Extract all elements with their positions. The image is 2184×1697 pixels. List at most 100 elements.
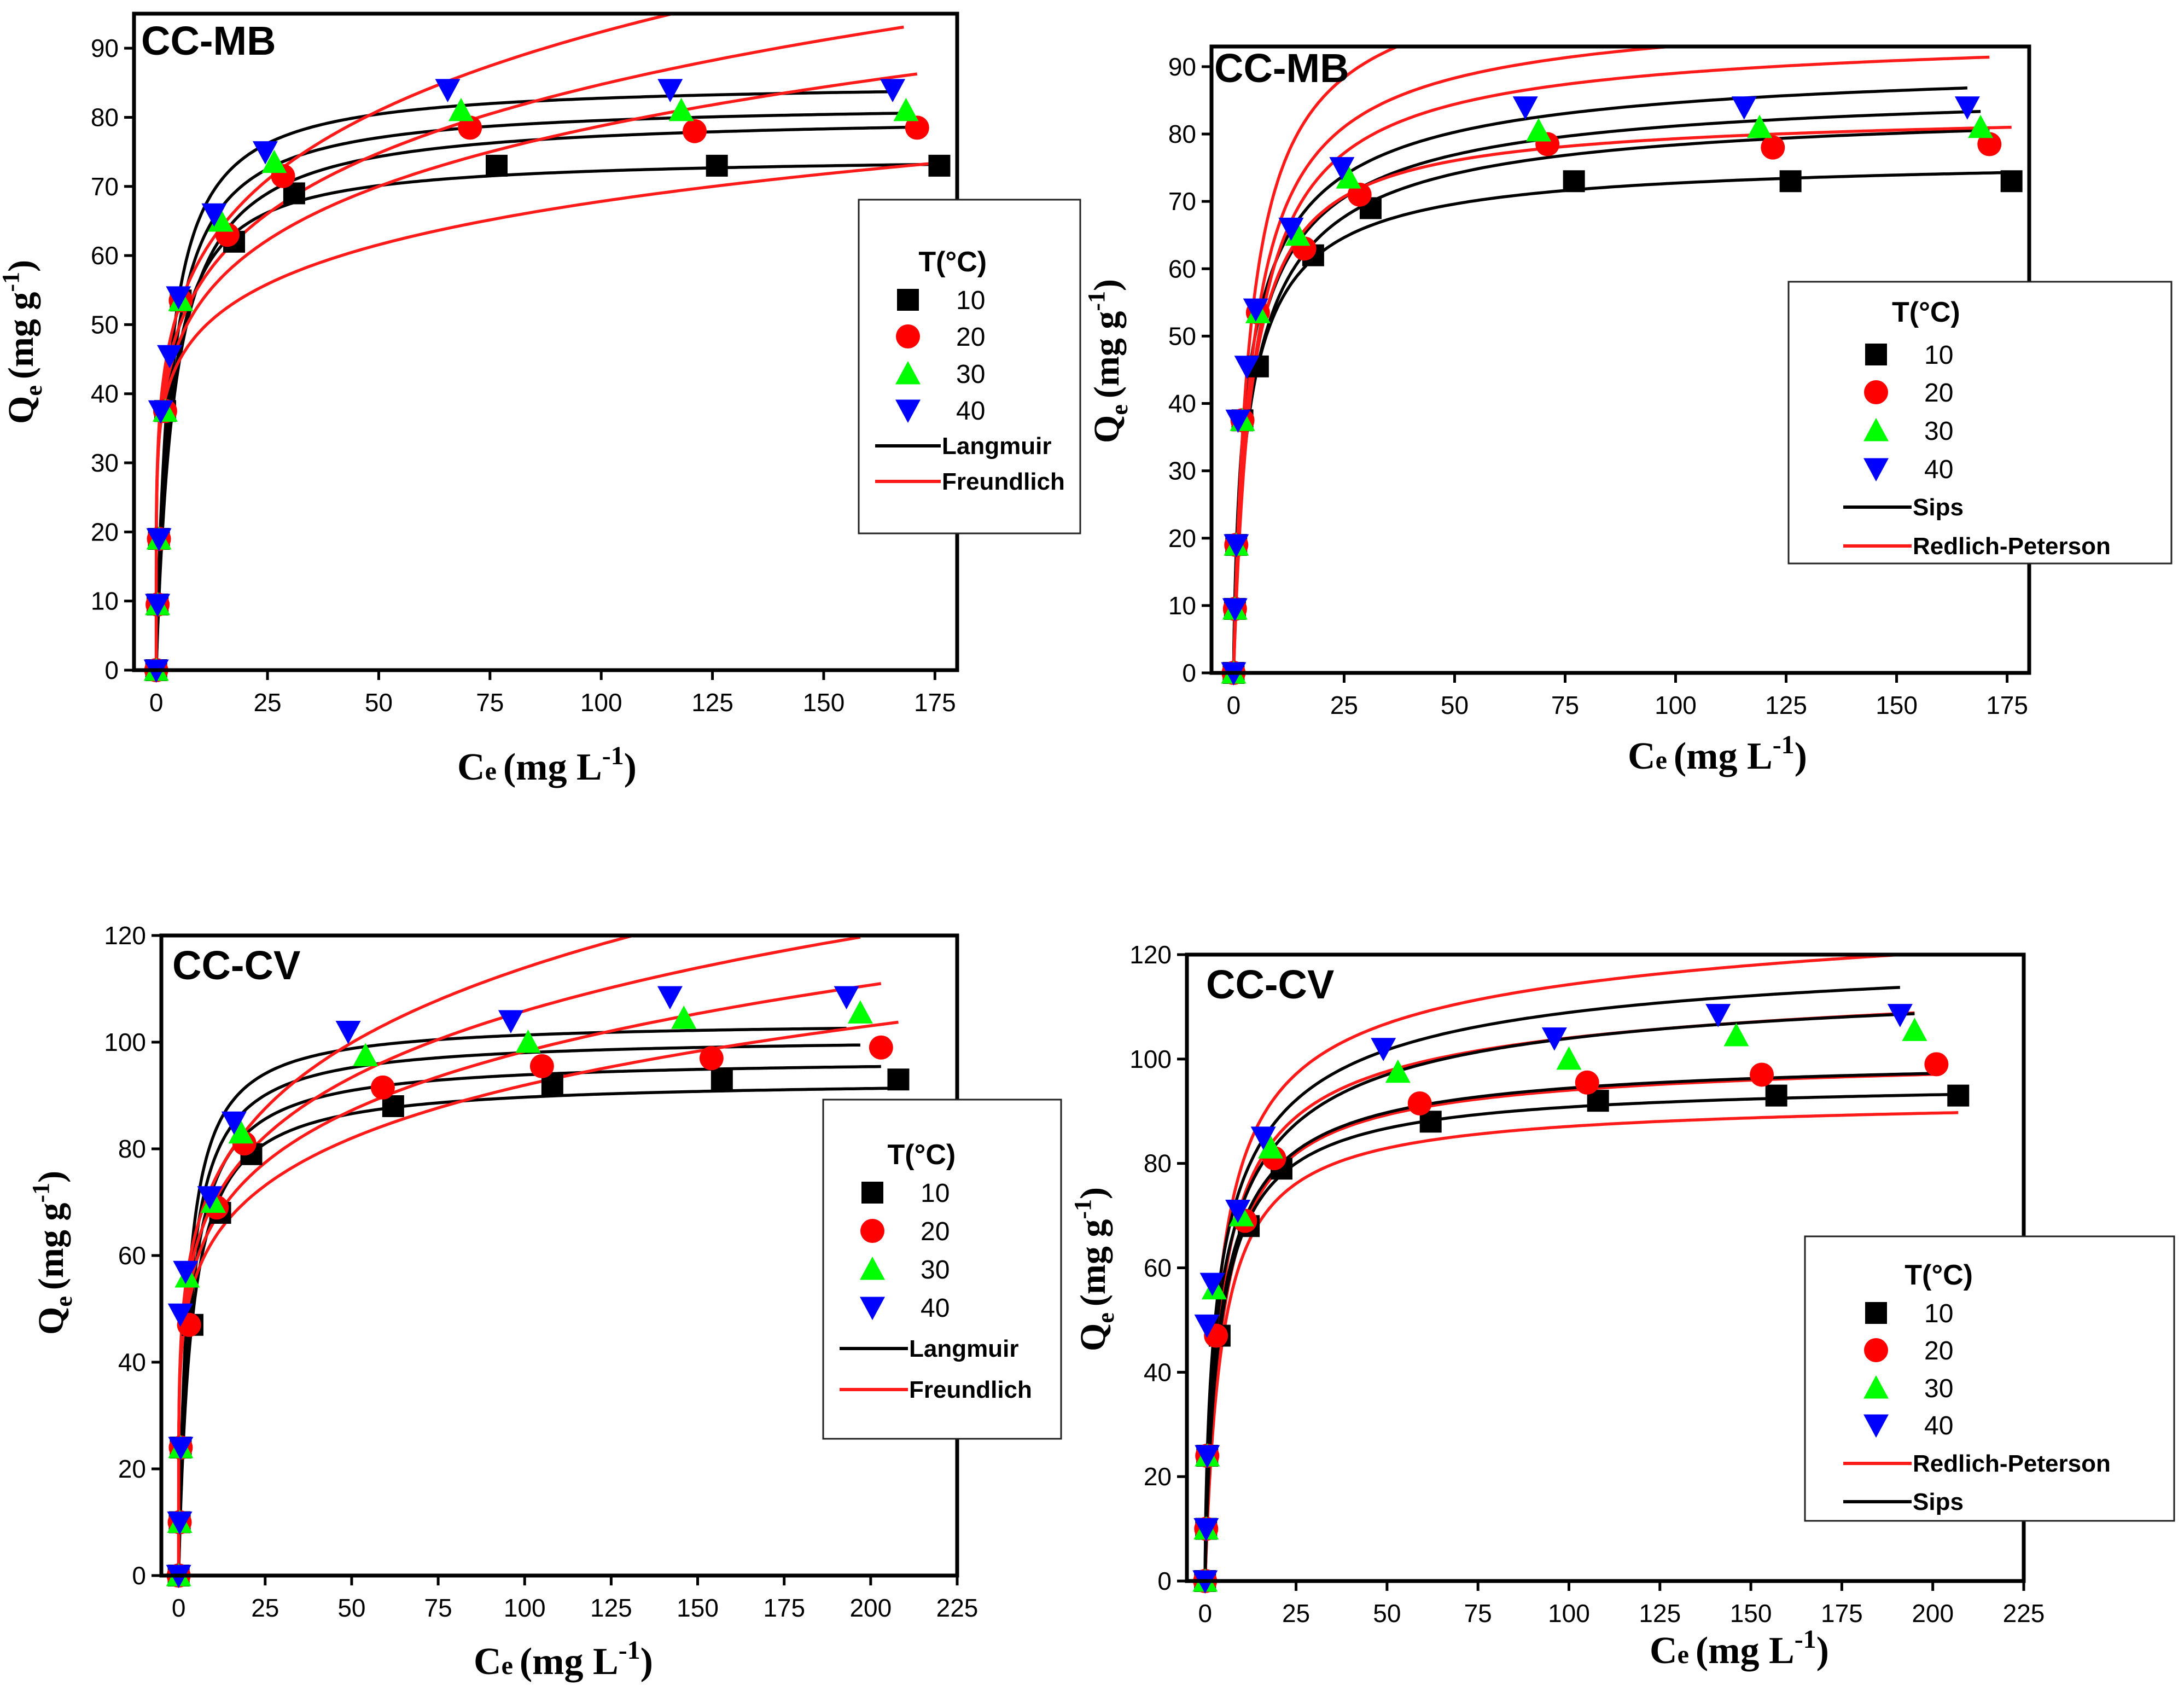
y-axis-label-close: ): [1, 260, 41, 272]
x-axis-label-sub: e: [1678, 1640, 1696, 1669]
x-tick-label: 100: [1655, 691, 1697, 719]
data-point: [335, 1020, 361, 1044]
data-point: [1575, 1070, 1599, 1095]
legend-box: [1804, 1235, 2175, 1522]
y-tick-label: 60: [118, 1241, 146, 1270]
y-axis-label-sub: e: [1106, 398, 1133, 415]
data-point: [1258, 1135, 1283, 1159]
x-axis-label-sup: -1: [619, 1636, 640, 1665]
x-axis-label-sup: -1: [1773, 730, 1795, 759]
y-axis-label-close: ): [1073, 1187, 1113, 1199]
data-point: [1526, 118, 1551, 142]
data-point: [1407, 1091, 1432, 1115]
x-axis-label-close: ): [1795, 735, 1807, 777]
panel-label: CC-MB: [1214, 45, 1349, 91]
y-axis-label-q: Q: [1073, 1323, 1113, 1351]
x-axis-label-c: C: [457, 746, 485, 788]
x-tick-label: 0: [1227, 691, 1241, 719]
x-tick-label: 0: [1198, 1599, 1212, 1628]
legend-box: [1787, 281, 2173, 565]
data-point: [529, 1054, 554, 1078]
legend-label-rp: Redlich-Peterson: [1913, 1450, 2111, 1477]
y-axis-label-sub: e: [20, 379, 47, 396]
data-point: [1779, 170, 1802, 193]
x-axis-label: Ce (mg L-1): [457, 741, 637, 788]
y-tick-label: 80: [1144, 1149, 1172, 1178]
y-axis-label-unit: (mg g: [1, 292, 41, 379]
y-tick-label: 60: [1168, 254, 1196, 283]
data-point: [1194, 1314, 1220, 1338]
freundlich-fit-curve-3: [177, 935, 639, 1576]
x-tick-label: 125: [1639, 1599, 1681, 1628]
data-point: [1731, 96, 1757, 120]
x-tick-label: 25: [1282, 1599, 1310, 1628]
legend-label-20: 20: [1924, 1336, 1953, 1365]
y-axis-label-q: Q: [31, 1307, 71, 1335]
y-tick-label: 80: [118, 1135, 146, 1163]
x-axis-label-c: C: [1650, 1630, 1678, 1672]
data-point: [1541, 1027, 1567, 1051]
data-point: [668, 97, 694, 121]
legend-marker-20: [1864, 380, 1888, 404]
x-tick-label: 0: [172, 1594, 186, 1622]
legend-label-langmuir: Langmuir: [942, 433, 1051, 460]
y-tick-label: 20: [118, 1455, 146, 1483]
legend-marker-30: [895, 361, 921, 385]
axes: 0 25 50 75 100 125 150 175 0 10 20 30 40 50 60 70 80 90: [91, 34, 956, 717]
x-tick-label: 175: [763, 1594, 805, 1622]
x-tick-label: 75: [1551, 691, 1579, 719]
series-40C: [1221, 96, 1980, 685]
legend-label-40: 40: [956, 397, 985, 426]
x-tick-label: 175: [1986, 691, 2028, 719]
data-point: [1563, 170, 1585, 193]
y-axis-label-unit: (mg g: [1073, 1219, 1113, 1306]
y-axis-label: Qe (mg g-1): [1069, 1187, 1119, 1351]
data-point: [1243, 298, 1268, 322]
data-point: [1385, 1059, 1411, 1083]
redlich-peterson-fit-curve-2: [1232, 47, 1688, 673]
x-tick-label: 175: [914, 688, 956, 717]
y-tick-label: 40: [118, 1348, 146, 1376]
legend-title: T(°C): [887, 1139, 956, 1171]
data-point: [1765, 1084, 1787, 1107]
data-point: [710, 1068, 733, 1091]
x-axis-label-close: ): [1816, 1630, 1829, 1672]
y-axis-label-unit: (mg g: [1087, 311, 1127, 398]
legend-label-10: 10: [921, 1179, 950, 1208]
x-tick-label: 50: [365, 688, 393, 717]
legend-label-20: 20: [1924, 379, 1953, 408]
x-tick-label: 75: [1464, 1599, 1492, 1628]
x-axis-label-unit: (mg L: [1674, 735, 1773, 777]
y-tick-label: 40: [1168, 390, 1196, 418]
legend-label-rp: Redlich-Peterson: [1913, 533, 2111, 560]
data-point: [1556, 1046, 1582, 1070]
y-axis-label-close: ): [31, 1171, 71, 1183]
axes: 0 25 50 75 100 125 150 175 200 225 0 20 40 60 80 100 120: [1129, 940, 2045, 1628]
data-point: [1222, 598, 1248, 622]
legend-title: T(°C): [918, 246, 987, 278]
legend-label-sips: Sips: [1913, 494, 1964, 521]
data-point: [221, 1111, 247, 1135]
data-point: [1193, 1518, 1219, 1542]
freundlich-fit-curve-0: [154, 161, 940, 670]
data-point: [435, 79, 461, 102]
legend: T(°C) 10 20 30 40 Langmuir Freundlich: [822, 1099, 1062, 1440]
legend-marker-10: [1865, 1302, 1887, 1324]
data-point: [1225, 1199, 1251, 1223]
y-axis-label-unit: (mg g: [31, 1203, 71, 1290]
y-axis-label: Qe (mg g-1): [1083, 279, 1133, 443]
y-tick-label: 70: [1168, 187, 1196, 216]
legend-marker-20: [1864, 1338, 1888, 1362]
legend-marker-20: [860, 1219, 884, 1243]
x-axis-label-sup: -1: [1795, 1625, 1816, 1654]
data-point: [657, 79, 683, 102]
x-tick-label: 175: [1821, 1599, 1863, 1628]
data-point: [261, 149, 287, 173]
data-point: [201, 203, 227, 227]
x-tick-label: 25: [1330, 691, 1358, 719]
legend-label-40: 40: [921, 1294, 950, 1323]
data-point: [515, 1030, 541, 1053]
y-axis-label-q: Q: [1087, 415, 1127, 443]
freundlich-fit-curve-2: [177, 935, 861, 1576]
